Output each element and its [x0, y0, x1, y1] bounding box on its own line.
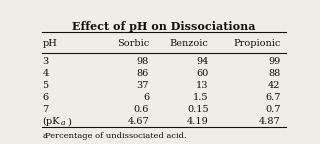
Text: a: a: [60, 119, 65, 127]
Text: 3: 3: [43, 57, 49, 66]
Text: 60: 60: [196, 69, 209, 78]
Text: 6.7: 6.7: [265, 93, 281, 102]
Text: (pK: (pK: [43, 117, 60, 126]
Text: 4.19: 4.19: [187, 117, 209, 126]
Text: 0.15: 0.15: [187, 105, 209, 114]
Text: 7: 7: [43, 105, 49, 114]
Text: Propionic: Propionic: [233, 39, 281, 48]
Text: Sorbic: Sorbic: [117, 39, 149, 48]
Text: a: a: [43, 132, 47, 140]
Text: 37: 37: [137, 81, 149, 90]
Text: 4: 4: [43, 69, 49, 78]
Text: 0.7: 0.7: [265, 105, 281, 114]
Text: pH: pH: [43, 39, 57, 48]
Text: 86: 86: [137, 69, 149, 78]
Text: 99: 99: [268, 57, 281, 66]
Text: ): ): [67, 117, 71, 126]
Text: 4.87: 4.87: [259, 117, 281, 126]
Text: 42: 42: [268, 81, 281, 90]
Text: 5: 5: [43, 81, 49, 90]
Text: 0.6: 0.6: [134, 105, 149, 114]
Text: 98: 98: [137, 57, 149, 66]
Text: 1.5: 1.5: [193, 93, 209, 102]
Text: 4.67: 4.67: [127, 117, 149, 126]
Text: 6: 6: [143, 93, 149, 102]
Text: Percentage of undissociated acid.: Percentage of undissociated acid.: [45, 132, 187, 140]
Text: 94: 94: [196, 57, 209, 66]
Text: 6: 6: [43, 93, 49, 102]
Text: 13: 13: [196, 81, 209, 90]
Text: Benzoic: Benzoic: [170, 39, 209, 48]
Text: Effect of pH on Dissociationa: Effect of pH on Dissociationa: [72, 21, 256, 32]
Text: 88: 88: [268, 69, 281, 78]
